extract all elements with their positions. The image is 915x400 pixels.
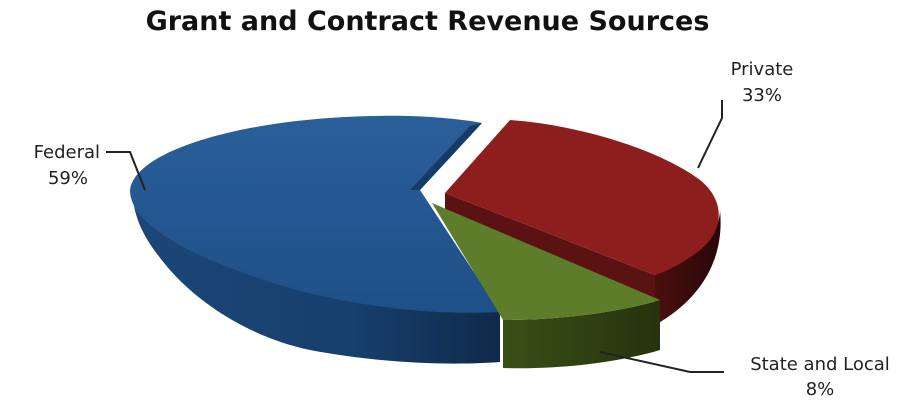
chart-title: Grant and Contract Revenue Sources xyxy=(145,6,710,37)
slice-federal xyxy=(130,115,500,364)
slice-private-inner-side xyxy=(445,193,655,300)
label-private-value: 33% xyxy=(742,85,782,106)
slice-private xyxy=(445,120,721,325)
slice-state-local xyxy=(432,203,660,369)
leader-line-private xyxy=(697,100,723,169)
slice-federal-side-outer xyxy=(133,190,500,364)
slice-state-local-side xyxy=(503,300,660,369)
slice-federal-edge xyxy=(410,123,482,190)
slice-state-local-top xyxy=(432,203,660,320)
slice-private-side xyxy=(655,210,721,325)
slice-private-top xyxy=(445,120,719,275)
label-state-local-name: State and Local xyxy=(750,354,890,375)
label-private-name: Private xyxy=(731,59,794,80)
label-federal-value: 59% xyxy=(48,168,88,189)
leader-line-federal xyxy=(106,151,146,191)
label-state-local-value: 8% xyxy=(806,379,835,400)
leader-line-state-local xyxy=(599,351,724,373)
slice-federal-top xyxy=(130,115,500,313)
label-federal-name: Federal xyxy=(34,142,100,163)
